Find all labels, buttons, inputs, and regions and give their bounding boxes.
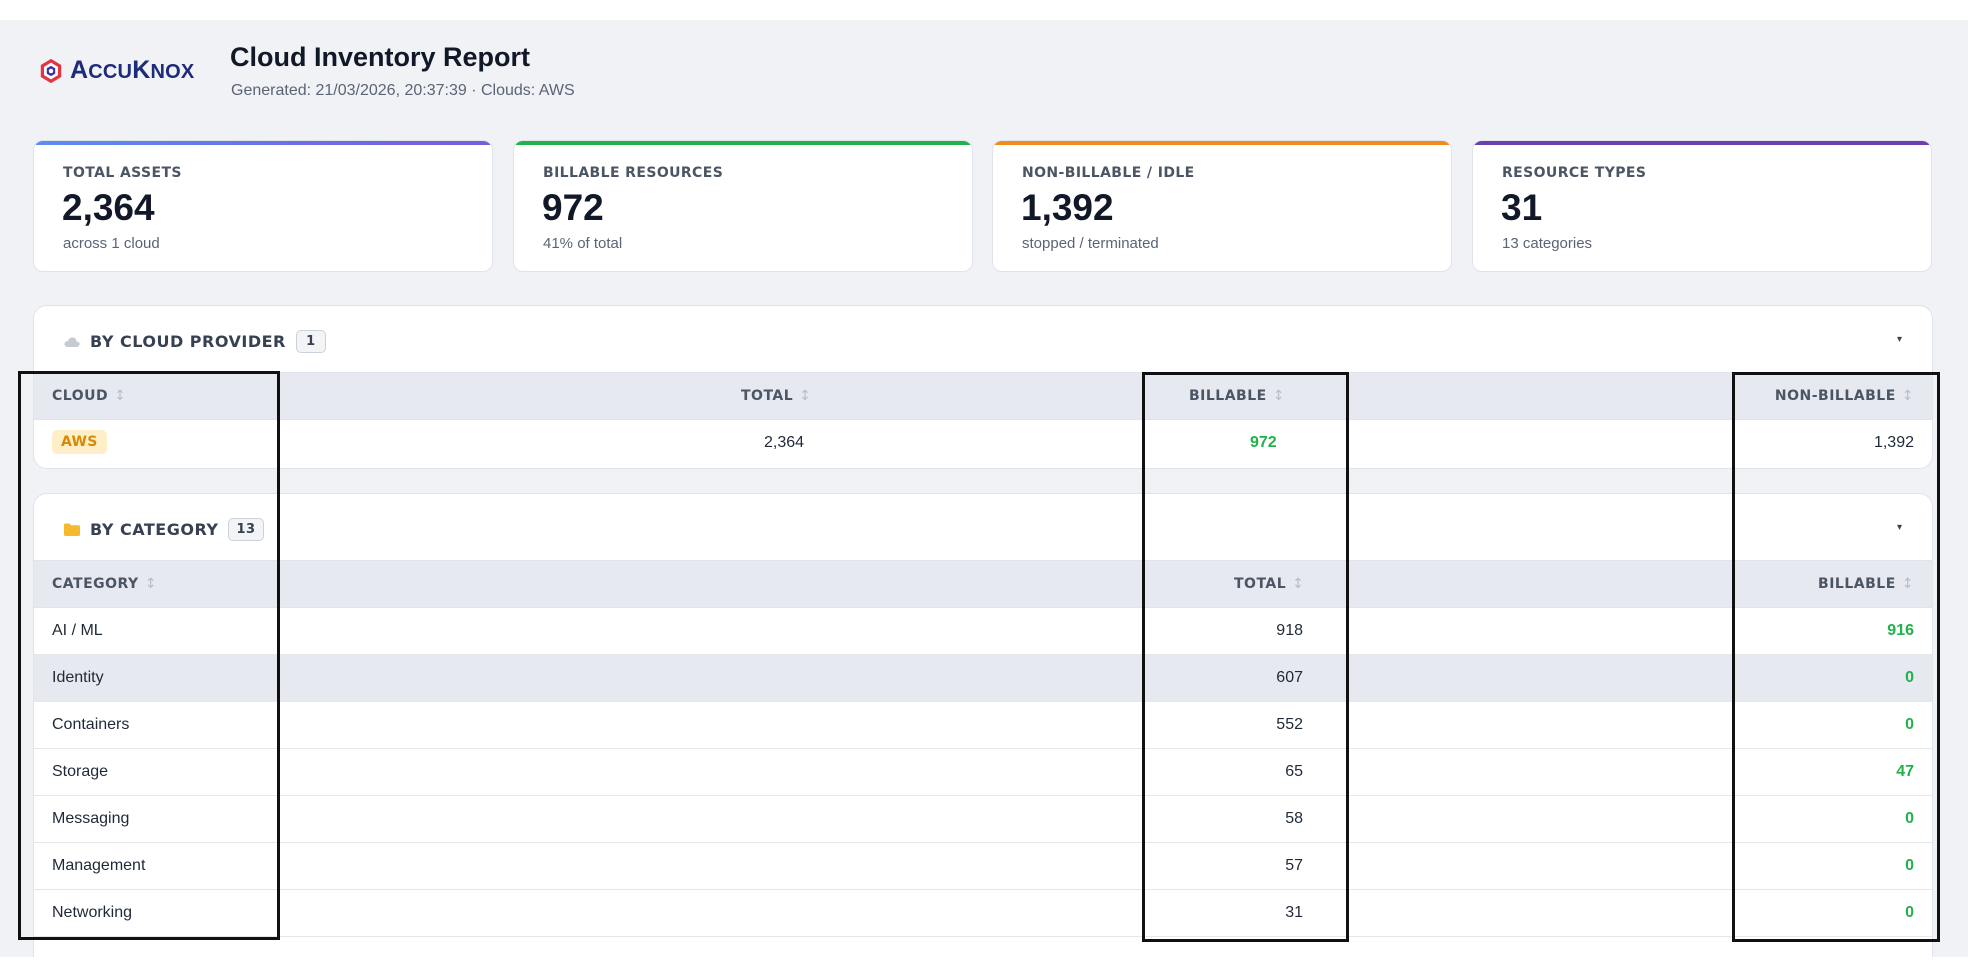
column-header-category[interactable]: CATEGORY ↕	[52, 576, 157, 592]
section-header[interactable]: BY CATEGORY 13 ▾	[34, 494, 1932, 560]
table-row[interactable]: AWS 2,364 972 1,392	[34, 420, 1932, 467]
table-row[interactable]: Networking 31 0	[34, 890, 1932, 937]
cell-category: Management	[52, 857, 146, 874]
card-accent-bar	[1473, 141, 1931, 145]
cell-category: Containers	[52, 716, 130, 733]
cell-billable: 0	[1905, 857, 1914, 874]
stat-card-resource-types: RESOURCE TYPES 31 13 categories	[1472, 140, 1932, 272]
stat-card-total-assets: TOTAL ASSETS 2,364 across 1 cloud	[33, 140, 493, 272]
stat-label: TOTAL ASSETS	[63, 165, 182, 181]
table-header: CLOUD ↕ TOTAL ↕ BILLABLE ↕ NON-BILLABLE ↕	[34, 372, 1932, 420]
report-page: ACCUKNOX Cloud Inventory Report Generate…	[0, 20, 1968, 957]
table-row[interactable]: AI / ML 918 916	[34, 608, 1932, 655]
section-title: BY CATEGORY 13	[64, 518, 264, 541]
sort-icon: ↕	[114, 388, 127, 404]
cell-total: 31	[1285, 904, 1303, 921]
page-title: Cloud Inventory Report	[230, 42, 531, 72]
cell-total: 57	[1285, 857, 1303, 874]
accuknox-logo: ACCUKNOX	[38, 56, 194, 85]
stat-subtext: across 1 cloud	[63, 235, 160, 252]
stat-label: NON-BILLABLE / IDLE	[1022, 165, 1195, 181]
sort-icon: ↕	[144, 576, 157, 592]
accuknox-logo-icon	[40, 58, 62, 83]
stat-value: 31	[1501, 187, 1543, 228]
cell-billable: 0	[1905, 904, 1914, 921]
cell-total: 607	[1276, 669, 1303, 686]
column-header-billable[interactable]: BILLABLE ↕	[1189, 388, 1285, 404]
stat-value: 972	[542, 187, 604, 228]
cell-billable: 0	[1905, 669, 1914, 686]
sort-icon: ↕	[799, 388, 812, 404]
accuknox-logo-text: ACCUKNOX	[70, 56, 195, 84]
cell-category: Storage	[52, 763, 109, 780]
sort-icon: ↕	[1901, 576, 1914, 592]
cell-category: Identity	[52, 669, 104, 686]
sort-icon: ↕	[1292, 576, 1305, 592]
cell-total: 58	[1285, 810, 1303, 827]
table-row[interactable]: Messaging 58 0	[34, 796, 1932, 843]
table-row[interactable]: Containers 552 0	[34, 702, 1932, 749]
cell-category: Networking	[52, 904, 133, 921]
section-title: BY CLOUD PROVIDER 1	[64, 330, 326, 353]
column-header-total[interactable]: TOTAL ↕	[741, 388, 812, 404]
section-by-cloud-provider: BY CLOUD PROVIDER 1 ▾ CLOUD ↕ TOTAL ↕ BILL…	[33, 305, 1933, 469]
table-row[interactable]: Storage 65 47	[34, 749, 1932, 796]
column-header-total[interactable]: TOTAL ↕	[1234, 576, 1305, 592]
cell-total: 65	[1285, 763, 1303, 780]
table-header: CATEGORY ↕ TOTAL ↕ BILLABLE ↕	[34, 560, 1932, 608]
collapse-toggle-icon[interactable]: ▾	[1896, 522, 1902, 533]
cell-category: AI / ML	[52, 622, 103, 639]
card-accent-bar	[514, 141, 972, 145]
cell-non-billable: 1,392	[1873, 434, 1914, 451]
cell-total: 2,364	[764, 434, 805, 451]
collapse-toggle-icon[interactable]: ▾	[1896, 334, 1902, 345]
sort-icon: ↕	[1901, 388, 1914, 404]
column-header-billable[interactable]: BILLABLE ↕	[1818, 576, 1914, 592]
stat-value: 1,392	[1021, 187, 1114, 228]
cell-total: 918	[1276, 622, 1303, 639]
count-badge: 1	[295, 330, 326, 353]
stat-card-non-billable: NON-BILLABLE / IDLE 1,392 stopped / term…	[992, 140, 1452, 272]
table-row[interactable]: Identity 607 0	[34, 655, 1932, 702]
cell-billable: 0	[1905, 716, 1914, 733]
section-by-category: BY CATEGORY 13 ▾ CATEGORY ↕ TOTAL ↕ BILLAB…	[33, 493, 1933, 957]
card-accent-bar	[34, 141, 492, 145]
folder-icon	[64, 523, 80, 536]
count-badge: 13	[228, 518, 264, 541]
cloud-icon	[64, 336, 80, 347]
stat-label: BILLABLE RESOURCES	[543, 165, 724, 181]
table-row[interactable]: Management 57 0	[34, 843, 1932, 890]
column-header-cloud[interactable]: CLOUD ↕	[52, 388, 127, 404]
page-subtitle: Generated: 21/03/2026, 20:37:39 · Clouds…	[231, 82, 575, 99]
cell-total: 552	[1276, 716, 1303, 733]
stat-subtext: 41% of total	[543, 235, 623, 252]
stat-subtext: 13 categories	[1502, 235, 1593, 252]
stat-subtext: stopped / terminated	[1022, 235, 1159, 252]
stat-card-billable: BILLABLE RESOURCES 972 41% of total	[513, 140, 973, 272]
cell-billable: 0	[1905, 810, 1914, 827]
stat-label: RESOURCE TYPES	[1502, 165, 1647, 181]
cloud-badge-aws: AWS	[52, 430, 107, 454]
section-header[interactable]: BY CLOUD PROVIDER 1 ▾	[34, 306, 1932, 372]
stat-value: 2,364	[62, 187, 155, 228]
sort-icon: ↕	[1272, 388, 1285, 404]
cell-category: Messaging	[52, 810, 130, 827]
card-accent-bar	[993, 141, 1451, 145]
column-header-non-billable[interactable]: NON-BILLABLE ↕	[1774, 388, 1914, 404]
cell-billable: 972	[1250, 434, 1277, 451]
cell-billable: 47	[1896, 763, 1914, 780]
cell-billable: 916	[1887, 622, 1914, 639]
